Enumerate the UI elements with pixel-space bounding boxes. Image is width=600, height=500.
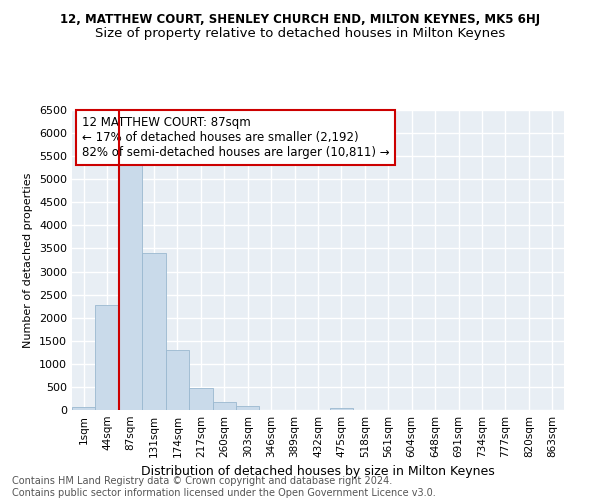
Bar: [212, 402, 236, 410]
Text: Size of property relative to detached houses in Milton Keynes: Size of property relative to detached ho…: [95, 28, 505, 40]
Bar: [142, 253, 166, 410]
Bar: [189, 388, 212, 410]
X-axis label: Distribution of detached houses by size in Milton Keynes: Distribution of detached houses by size …: [141, 466, 495, 478]
Y-axis label: Number of detached properties: Number of detached properties: [23, 172, 34, 348]
Bar: [236, 406, 259, 410]
Bar: [95, 305, 119, 410]
Text: 12 MATTHEW COURT: 87sqm
← 17% of detached houses are smaller (2,192)
82% of semi: 12 MATTHEW COURT: 87sqm ← 17% of detache…: [82, 116, 389, 159]
Bar: [119, 158, 142, 410]
Bar: [330, 408, 353, 410]
Text: Contains HM Land Registry data © Crown copyright and database right 2024.
Contai: Contains HM Land Registry data © Crown c…: [12, 476, 436, 498]
Bar: [166, 350, 189, 410]
Bar: [72, 407, 95, 410]
Text: 12, MATTHEW COURT, SHENLEY CHURCH END, MILTON KEYNES, MK5 6HJ: 12, MATTHEW COURT, SHENLEY CHURCH END, M…: [60, 12, 540, 26]
